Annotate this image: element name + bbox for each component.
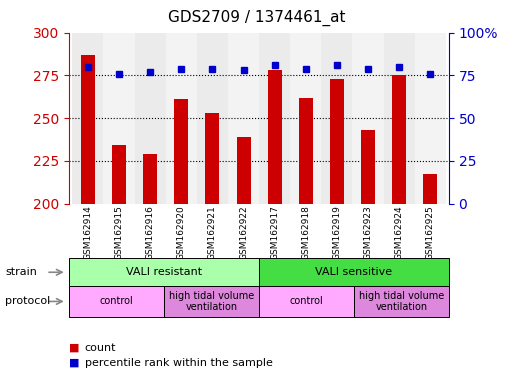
Text: control: control xyxy=(290,296,323,306)
Bar xyxy=(259,33,290,204)
Bar xyxy=(174,99,188,204)
Bar xyxy=(143,154,157,204)
Text: high tidal volume
ventilation: high tidal volume ventilation xyxy=(169,291,254,312)
Text: ■: ■ xyxy=(69,343,80,353)
Text: strain: strain xyxy=(5,267,37,277)
Bar xyxy=(236,137,250,204)
Bar xyxy=(72,33,104,204)
Bar xyxy=(423,174,437,204)
Bar xyxy=(104,33,134,204)
Bar xyxy=(228,33,259,204)
Bar xyxy=(166,33,197,204)
Bar xyxy=(134,33,166,204)
Bar xyxy=(361,130,375,204)
Text: count: count xyxy=(85,343,116,353)
Text: protocol: protocol xyxy=(5,296,50,306)
Bar xyxy=(81,55,95,204)
Bar xyxy=(321,33,352,204)
Bar xyxy=(415,33,446,204)
Text: ■: ■ xyxy=(69,358,80,368)
Bar xyxy=(299,98,313,204)
Text: percentile rank within the sample: percentile rank within the sample xyxy=(85,358,272,368)
Text: GDS2709 / 1374461_at: GDS2709 / 1374461_at xyxy=(168,10,345,26)
Bar xyxy=(392,75,406,204)
Text: control: control xyxy=(100,296,133,306)
Bar xyxy=(290,33,321,204)
Bar xyxy=(205,113,220,204)
Bar xyxy=(112,146,126,204)
Bar xyxy=(384,33,415,204)
Text: high tidal volume
ventilation: high tidal volume ventilation xyxy=(359,291,444,312)
Text: VALI resistant: VALI resistant xyxy=(126,267,202,277)
Bar xyxy=(197,33,228,204)
Text: VALI sensitive: VALI sensitive xyxy=(315,267,392,277)
Bar xyxy=(352,33,384,204)
Bar xyxy=(330,79,344,204)
Bar xyxy=(268,70,282,204)
